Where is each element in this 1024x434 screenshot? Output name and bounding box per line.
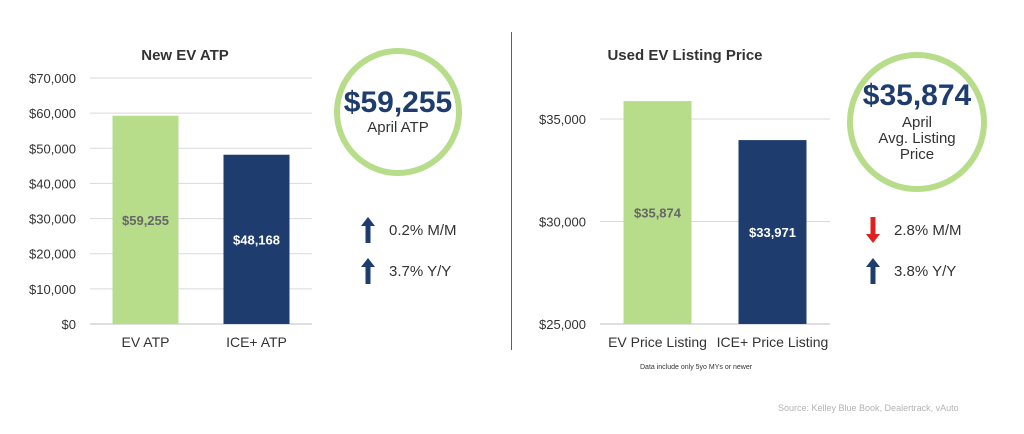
panel-divider bbox=[511, 32, 512, 350]
change-yy-new-ev: 3.7% Y/Y bbox=[361, 258, 451, 284]
change-yy-used-ev-text: 3.8% Y/Y bbox=[894, 262, 957, 280]
highlight-label-line: April bbox=[901, 113, 932, 131]
x-category-label: ICE+ ATP bbox=[226, 334, 287, 350]
y-tick-label: $70,000 bbox=[29, 71, 76, 86]
chart-used-ev-listing: $25,000 $30,000 $35,000 $35,874 EV Price Lis… bbox=[539, 101, 830, 350]
arrow-up-icon bbox=[361, 258, 375, 284]
highlight-circle-new-ev: $59,255 April ATP bbox=[334, 48, 462, 176]
y-tick-label: $0 bbox=[62, 317, 76, 332]
chart-title-used-ev-listing: Used EV Listing Price bbox=[607, 47, 763, 64]
y-tick-label: $35,000 bbox=[539, 112, 586, 127]
y-tick-label: $25,000 bbox=[539, 317, 586, 332]
y-tick-label: $10,000 bbox=[29, 282, 76, 297]
chart-title-new-ev-atp: New EV ATP bbox=[141, 47, 229, 64]
change-yy-used-ev: 3.8% Y/Y bbox=[866, 258, 956, 284]
highlight-circle-used-ev: $35,874 April Avg. Listing Price bbox=[847, 52, 987, 192]
arrow-up-icon bbox=[866, 258, 880, 284]
bar-data-label: $35,874 bbox=[634, 206, 682, 221]
highlight-value-used-ev: $35,874 bbox=[862, 78, 972, 112]
change-yy-new-ev-text: 3.7% Y/Y bbox=[389, 262, 452, 280]
change-mm-new-ev-text: 0.2% M/M bbox=[389, 221, 457, 239]
highlight-label-new-ev: April ATP bbox=[367, 118, 429, 136]
change-mm-used-ev: 2.8% M/M bbox=[866, 217, 962, 243]
bar-data-label: $59,255 bbox=[122, 213, 169, 228]
y-tick-label: $30,000 bbox=[539, 215, 586, 230]
bar-data-label: $33,971 bbox=[749, 225, 796, 240]
highlight-value-new-ev: $59,255 bbox=[343, 85, 453, 119]
y-tick-label: $30,000 bbox=[29, 212, 76, 227]
change-mm-used-ev-text: 2.8% M/M bbox=[894, 221, 962, 239]
highlight-label-line: Price bbox=[899, 146, 935, 164]
footnote: Data include only 5yo MYs or newer bbox=[640, 364, 753, 371]
chart-new-ev-atp: $0 $10,000 $20,000 $30,000 $40,000 $50,000 $60… bbox=[29, 71, 312, 350]
bar-ice bbox=[223, 154, 290, 324]
x-category-label: ICE+ Price Listing bbox=[717, 334, 829, 350]
highlight-label-line: Avg. Listing bbox=[878, 129, 956, 147]
bar-ev bbox=[623, 101, 692, 324]
x-category-label: EV ATP bbox=[122, 334, 170, 350]
y-tick-label: $20,000 bbox=[29, 247, 76, 262]
y-tick-label: $40,000 bbox=[29, 176, 76, 191]
bar-ev bbox=[112, 115, 179, 324]
x-category-label: EV Price Listing bbox=[608, 334, 707, 350]
y-tick-label: $60,000 bbox=[29, 106, 76, 121]
bar-ice bbox=[738, 140, 807, 324]
source-note: Source: Kelley Blue Book, Dealertrack, v… bbox=[778, 403, 959, 413]
y-tick-label: $50,000 bbox=[29, 141, 76, 156]
arrow-up-icon bbox=[361, 217, 375, 243]
bar-data-label: $48,168 bbox=[233, 232, 280, 247]
highlight-label-used-ev: April Avg. Listing Price bbox=[878, 113, 956, 164]
change-mm-new-ev: 0.2% M/M bbox=[361, 217, 457, 243]
arrow-down-icon bbox=[866, 217, 880, 243]
